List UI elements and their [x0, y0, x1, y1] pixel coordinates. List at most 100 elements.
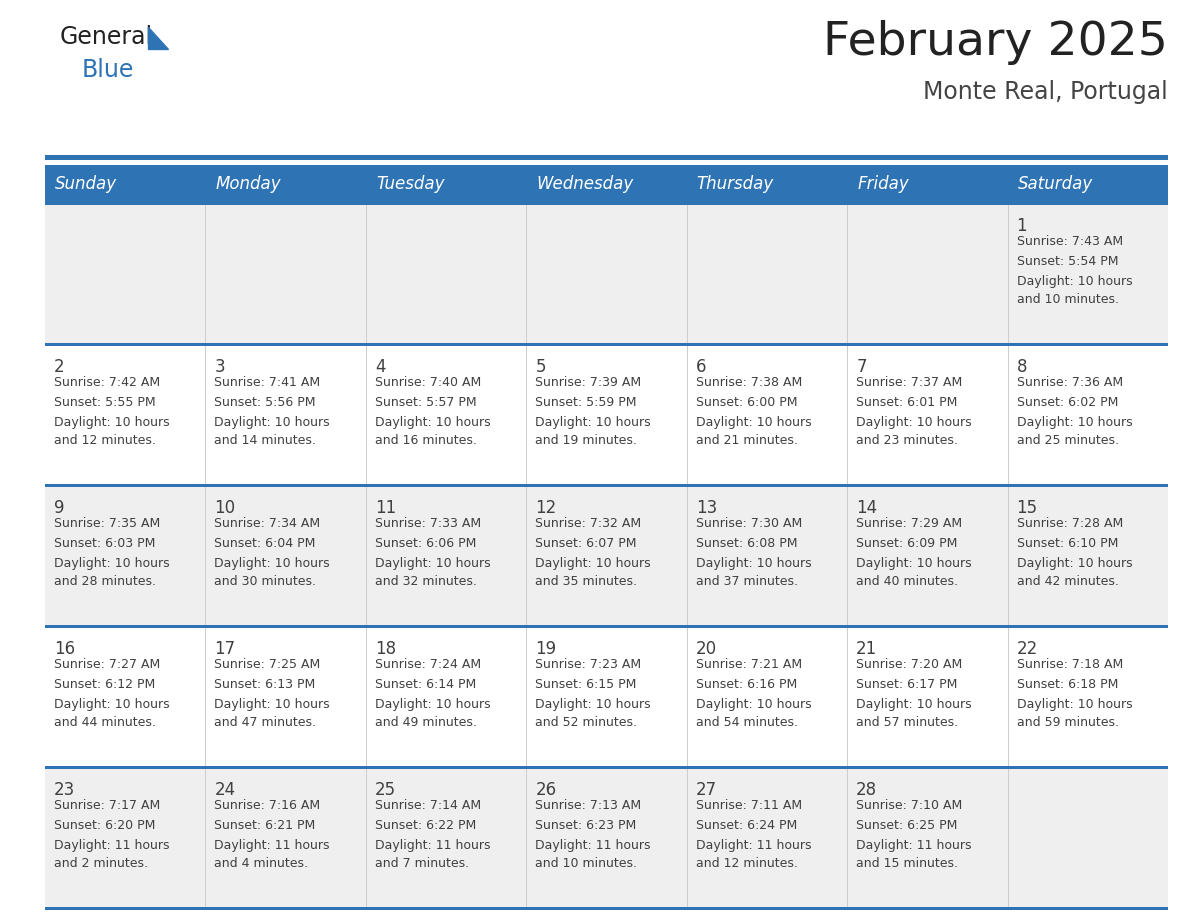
Text: Sunrise: 7:40 AM: Sunrise: 7:40 AM [375, 376, 481, 389]
Text: 6: 6 [696, 358, 706, 376]
Text: Sunday: Sunday [55, 175, 118, 193]
Bar [206, 767, 366, 908]
Bar [206, 203, 366, 344]
Text: and 14 minutes.: and 14 minutes. [214, 434, 316, 447]
Text: Daylight: 10 hours: Daylight: 10 hours [1017, 557, 1132, 570]
Bar [847, 485, 1007, 626]
Text: Sunset: 5:54 PM: Sunset: 5:54 PM [1017, 255, 1118, 268]
Bar [45, 165, 206, 203]
Text: 17: 17 [214, 640, 235, 658]
Bar [45, 767, 206, 908]
Text: 7: 7 [857, 358, 866, 376]
Bar [847, 165, 1007, 203]
Text: Daylight: 10 hours: Daylight: 10 hours [375, 416, 491, 429]
Text: 14: 14 [857, 499, 877, 517]
Text: Daylight: 11 hours: Daylight: 11 hours [53, 839, 170, 852]
Text: 11: 11 [375, 499, 396, 517]
Text: Sunrise: 7:41 AM: Sunrise: 7:41 AM [214, 376, 321, 389]
Bar [526, 767, 687, 908]
Text: Sunset: 5:57 PM: Sunset: 5:57 PM [375, 396, 476, 409]
Text: Sunset: 6:04 PM: Sunset: 6:04 PM [214, 537, 316, 550]
Text: Sunrise: 7:18 AM: Sunrise: 7:18 AM [1017, 658, 1123, 671]
Text: Tuesday: Tuesday [375, 175, 444, 193]
Text: Sunset: 6:13 PM: Sunset: 6:13 PM [214, 678, 316, 691]
Text: Daylight: 10 hours: Daylight: 10 hours [1017, 698, 1132, 711]
Bar [526, 165, 687, 203]
Text: Sunset: 6:16 PM: Sunset: 6:16 PM [696, 678, 797, 691]
Bar [206, 626, 366, 767]
Bar [45, 766, 1168, 769]
Bar [687, 165, 847, 203]
Text: 8: 8 [1017, 358, 1028, 376]
Bar [45, 202, 1168, 205]
Bar [687, 203, 847, 344]
Text: Sunset: 6:08 PM: Sunset: 6:08 PM [696, 537, 797, 550]
Text: Daylight: 10 hours: Daylight: 10 hours [53, 557, 170, 570]
Text: Sunset: 6:18 PM: Sunset: 6:18 PM [1017, 678, 1118, 691]
Text: Sunset: 6:21 PM: Sunset: 6:21 PM [214, 819, 316, 832]
Text: Thursday: Thursday [696, 175, 773, 193]
Text: and 30 minutes.: and 30 minutes. [214, 575, 316, 588]
Bar [1007, 485, 1168, 626]
Bar [45, 343, 1168, 346]
Text: and 4 minutes.: and 4 minutes. [214, 857, 309, 870]
Text: 1: 1 [1017, 217, 1028, 235]
Text: and 49 minutes.: and 49 minutes. [375, 716, 476, 729]
Text: 21: 21 [857, 640, 878, 658]
Text: and 32 minutes.: and 32 minutes. [375, 575, 476, 588]
Text: Daylight: 10 hours: Daylight: 10 hours [214, 557, 330, 570]
Text: 22: 22 [1017, 640, 1038, 658]
Text: Sunset: 6:25 PM: Sunset: 6:25 PM [857, 819, 958, 832]
Text: Sunset: 6:17 PM: Sunset: 6:17 PM [857, 678, 958, 691]
Bar [526, 485, 687, 626]
Text: Sunrise: 7:37 AM: Sunrise: 7:37 AM [857, 376, 962, 389]
Text: Saturday: Saturday [1018, 175, 1093, 193]
Bar [45, 907, 1168, 910]
Text: Sunset: 6:09 PM: Sunset: 6:09 PM [857, 537, 958, 550]
Text: Sunrise: 7:32 AM: Sunrise: 7:32 AM [536, 517, 642, 530]
Text: General: General [61, 25, 153, 49]
Text: Sunrise: 7:25 AM: Sunrise: 7:25 AM [214, 658, 321, 671]
Bar [45, 155, 1168, 160]
Bar [1007, 203, 1168, 344]
Text: Daylight: 10 hours: Daylight: 10 hours [536, 416, 651, 429]
Text: Blue: Blue [82, 58, 134, 82]
Text: Daylight: 10 hours: Daylight: 10 hours [857, 557, 972, 570]
Bar [45, 344, 206, 485]
Text: Daylight: 10 hours: Daylight: 10 hours [696, 557, 811, 570]
Text: and 54 minutes.: and 54 minutes. [696, 716, 797, 729]
Text: Sunrise: 7:28 AM: Sunrise: 7:28 AM [1017, 517, 1123, 530]
Text: Sunset: 6:02 PM: Sunset: 6:02 PM [1017, 396, 1118, 409]
Text: and 59 minutes.: and 59 minutes. [1017, 716, 1119, 729]
Bar [366, 626, 526, 767]
Text: Daylight: 10 hours: Daylight: 10 hours [53, 698, 170, 711]
Text: and 28 minutes.: and 28 minutes. [53, 575, 156, 588]
Text: 5: 5 [536, 358, 545, 376]
Text: Sunrise: 7:14 AM: Sunrise: 7:14 AM [375, 799, 481, 812]
Bar [526, 626, 687, 767]
Bar [45, 203, 206, 344]
Bar [1007, 165, 1168, 203]
Text: Sunrise: 7:29 AM: Sunrise: 7:29 AM [857, 517, 962, 530]
Text: Sunset: 6:22 PM: Sunset: 6:22 PM [375, 819, 476, 832]
Bar [45, 485, 206, 626]
Text: Daylight: 11 hours: Daylight: 11 hours [214, 839, 330, 852]
Text: 27: 27 [696, 781, 716, 799]
Text: Daylight: 10 hours: Daylight: 10 hours [696, 416, 811, 429]
Bar [45, 625, 1168, 628]
Bar [1007, 626, 1168, 767]
Text: Monte Real, Portugal: Monte Real, Portugal [923, 80, 1168, 104]
Text: Sunrise: 7:20 AM: Sunrise: 7:20 AM [857, 658, 962, 671]
Text: Sunset: 6:15 PM: Sunset: 6:15 PM [536, 678, 637, 691]
Text: and 42 minutes.: and 42 minutes. [1017, 575, 1118, 588]
Text: and 40 minutes.: and 40 minutes. [857, 575, 959, 588]
Text: Sunrise: 7:11 AM: Sunrise: 7:11 AM [696, 799, 802, 812]
Text: 26: 26 [536, 781, 556, 799]
Text: and 2 minutes.: and 2 minutes. [53, 857, 148, 870]
Text: and 10 minutes.: and 10 minutes. [1017, 293, 1119, 306]
Text: 18: 18 [375, 640, 396, 658]
Bar [206, 485, 366, 626]
Bar [687, 344, 847, 485]
Bar [206, 165, 366, 203]
Text: 28: 28 [857, 781, 877, 799]
